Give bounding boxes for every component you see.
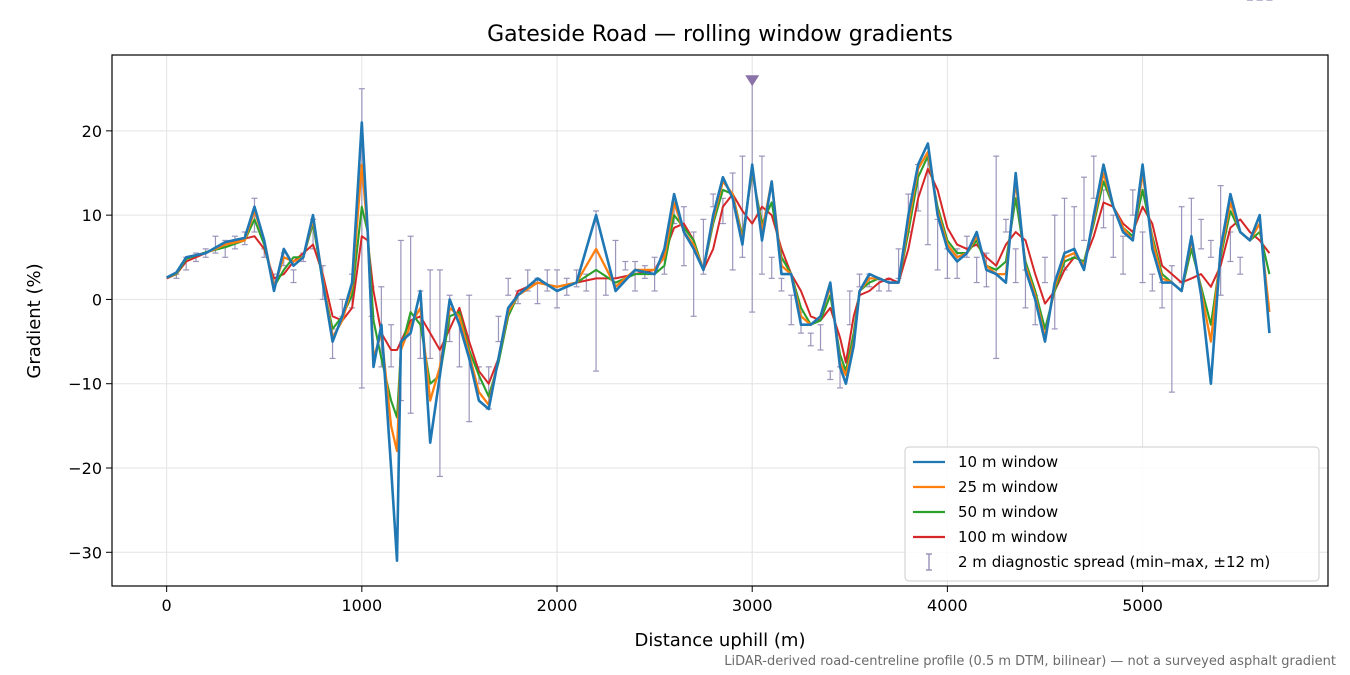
spread-bar [1237, 256, 1244, 275]
legend-item: 10 m window [913, 453, 1058, 471]
legend-label: 25 m window [958, 478, 1058, 496]
spread-bar [612, 239, 619, 279]
legend-box [904, 446, 1320, 582]
y-tick-label: 20 [82, 122, 102, 141]
x-tick-label: 0 [162, 596, 172, 615]
spread-bar [388, 324, 395, 368]
legend-item: 25 m window [913, 478, 1058, 496]
spread-bar [1168, 265, 1175, 393]
spread-bar [973, 256, 980, 284]
spread-bar [749, 79, 756, 313]
spread-bar [554, 269, 561, 309]
spread-bar [1041, 256, 1048, 284]
marker [745, 75, 760, 87]
spread-bar [1178, 206, 1185, 284]
marker-triangle [745, 75, 760, 87]
axis-ticks: 0 1000 2000 3000 4000 5000 −30 −20 −10 0 10 20 [68, 122, 1163, 615]
spread-bar [1159, 281, 1166, 309]
x-tick-label: 3000 [732, 596, 773, 615]
spread-bar [1110, 214, 1117, 258]
spread-bar [1002, 218, 1009, 233]
spread-bar [680, 206, 687, 267]
y-tick-label: −20 [68, 459, 102, 478]
series-line-100-m-window [166, 167, 1271, 385]
spread-bar [290, 269, 297, 284]
y-tick-label: 0 [92, 290, 102, 309]
spread-bar [495, 315, 502, 343]
legend-label: 2 m diagnostic spread (min–max, ±12 m) [958, 553, 1270, 571]
spread-bar [768, 256, 775, 279]
spread-bar [1129, 189, 1136, 216]
spread-bar [1051, 214, 1058, 330]
y-tick-label: −30 [68, 543, 102, 562]
legend-item: 100 m window [913, 528, 1068, 546]
legend-label: 10 m window [958, 453, 1058, 471]
x-tick-label: 5000 [1122, 596, 1163, 615]
legend: 10 m window 25 m window 50 m window 100 m w… [904, 446, 1320, 582]
spread-bar [622, 260, 629, 271]
series-line-10-m-window [166, 121, 1271, 563]
chart-title: Gateside Road — rolling window gradients [487, 22, 953, 47]
spread-bar [1207, 239, 1214, 258]
spread-bar [1090, 155, 1097, 199]
grid [112, 55, 1328, 586]
spread-bar [602, 277, 609, 296]
x-axis-label: Distance uphill (m) [635, 630, 806, 651]
x-tick-label: 4000 [927, 596, 968, 615]
legend-label: 100 m window [958, 528, 1068, 546]
spread-bar [1139, 231, 1146, 284]
spread-bar [846, 290, 853, 326]
spread-bar [758, 155, 765, 275]
spread-bar [1217, 185, 1224, 296]
spread-bar [632, 260, 639, 292]
spread-bar [1149, 273, 1156, 292]
spread-bar [788, 294, 795, 326]
spread-bar [729, 172, 736, 271]
spread-bar [427, 269, 434, 360]
spread-bar [1081, 176, 1088, 242]
spread-bar [544, 269, 551, 292]
footnote: LiDAR-derived road-centreline profile (0… [724, 654, 1336, 669]
spread-bar [817, 324, 824, 351]
spread-bar [251, 197, 258, 233]
y-tick-label: −10 [68, 375, 102, 394]
y-tick-label: 10 [82, 206, 102, 225]
x-tick-label: 1000 [341, 596, 382, 615]
plot-frame [111, 54, 1329, 587]
spread-bar [1198, 218, 1205, 250]
spread-bar [505, 277, 512, 296]
x-tick-label: 2000 [537, 596, 578, 615]
spread-bar [827, 370, 834, 381]
spread-bar [593, 210, 600, 372]
legend-item: 50 m window [913, 503, 1058, 521]
spread-bar [807, 332, 814, 347]
spread-bar [778, 277, 785, 292]
series-lines [166, 121, 1271, 563]
spread-bar [993, 155, 1000, 360]
y-axis-label: Gradient (%) [24, 263, 45, 378]
legend-label: 50 m window [958, 503, 1058, 521]
spread-bar [1120, 235, 1127, 275]
diagnostic-spread-bars [173, 0, 1273, 478]
spread-bar [1012, 248, 1019, 284]
legend-item: 2 m diagnostic spread (min–max, ±12 m) [926, 553, 1270, 571]
